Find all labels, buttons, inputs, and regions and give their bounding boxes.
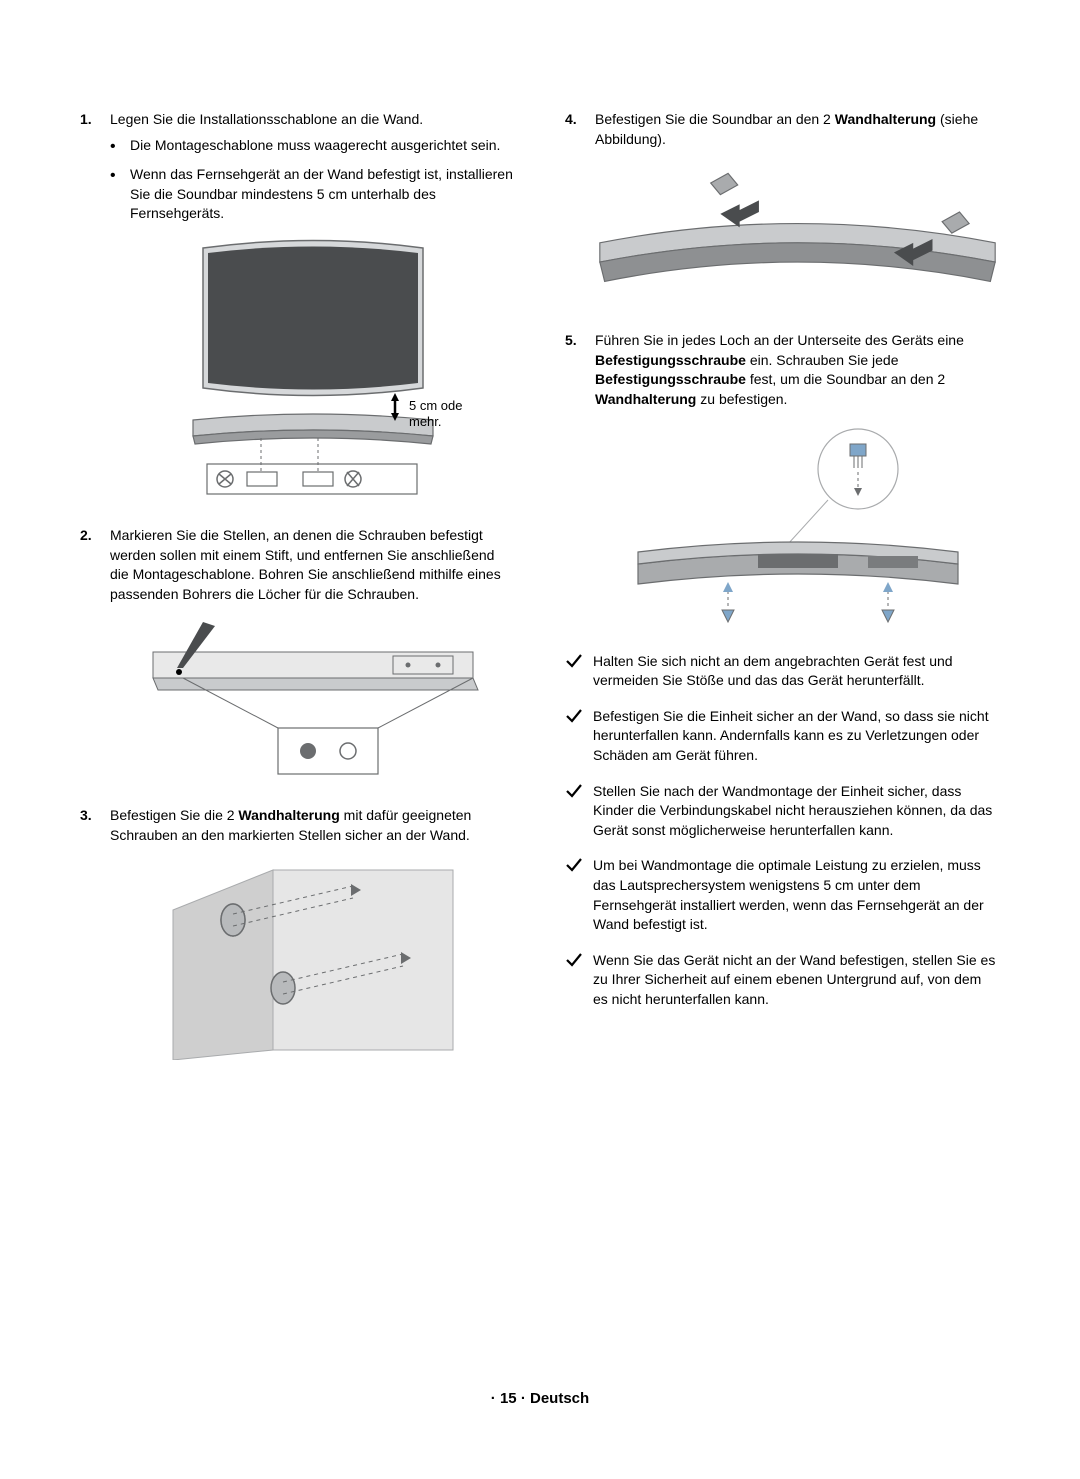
step-4: Befestigen Sie die Soundbar an den 2 Wan…	[565, 110, 1000, 313]
footer-dot-a: ·	[491, 1390, 500, 1407]
check-3-text: Stellen Sie nach der Wandmontage der Ein…	[593, 783, 992, 838]
check-3: Stellen Sie nach der Wandmontage der Ein…	[565, 782, 1000, 841]
attach-soundbar-illustration	[595, 163, 1000, 313]
left-column: Legen Sie die Installationsschablone an …	[80, 110, 515, 1078]
page-footer: · 15 · Deutsch	[0, 1388, 1080, 1409]
check-4-text: Um bei Wandmontage die optimale Leistung…	[593, 857, 984, 932]
holder-screw-illustration	[628, 424, 968, 634]
step-5-b: Befestigungsschraube	[595, 352, 746, 368]
check-5-text: Wenn Sie das Gerät nicht an der Wand bef…	[593, 952, 995, 1007]
step-1-bullet-2: Wenn das Fernsehgerät an der Wand befest…	[110, 165, 515, 224]
step-5: Führen Sie in jedes Loch an der Untersei…	[565, 331, 1000, 633]
step-5-g: zu befestigen.	[696, 391, 787, 407]
figure-drill	[110, 618, 515, 788]
step-3-bold: Wandhalterung	[238, 807, 339, 823]
check-icon	[565, 782, 583, 800]
check-icon	[565, 707, 583, 725]
footer-language: Deutsch	[530, 1390, 589, 1407]
step-5-e: fest, um die Soundbar an den 2	[746, 371, 945, 387]
check-2: Befestigen Sie die Einheit sicher an der…	[565, 707, 1000, 766]
step-1-text: Legen Sie die Installationsschablone an …	[110, 111, 423, 127]
safety-checks: Halten Sie sich nicht an dem angebrachte…	[565, 652, 1000, 1010]
step-5-f: Wandhalterung	[595, 391, 696, 407]
figure-caption-line2: mehr.	[409, 414, 442, 429]
figure-tv-soundbar: 5 cm oder mehr.	[110, 238, 515, 508]
step-2: Markieren Sie die Stellen, an denen die …	[80, 526, 515, 788]
footer-dot-b: ·	[517, 1390, 530, 1407]
figure-brackets-on-wall	[110, 860, 515, 1060]
check-icon	[565, 951, 583, 969]
step-5-c: ein. Schrauben Sie jede	[746, 352, 899, 368]
step-5-a: Führen Sie in jedes Loch an der Untersei…	[595, 332, 964, 348]
step-4-bold: Wandhalterung	[835, 111, 936, 127]
step-3: Befestigen Sie die 2 Wandhalterung mit d…	[80, 806, 515, 1059]
step-1-bullet-1: Die Montageschablone muss waagerecht aus…	[110, 136, 515, 156]
drill-illustration	[143, 618, 483, 788]
two-column-layout: Legen Sie die Installationsschablone an …	[80, 110, 1000, 1078]
check-2-text: Befestigen Sie die Einheit sicher an der…	[593, 708, 989, 763]
figure-attach-soundbar	[595, 163, 1000, 313]
steps-right: Befestigen Sie die Soundbar an den 2 Wan…	[565, 110, 1000, 634]
right-column: Befestigen Sie die Soundbar an den 2 Wan…	[565, 110, 1000, 1078]
step-1-bullets: Die Montageschablone muss waagerecht aus…	[110, 136, 515, 224]
steps-left: Legen Sie die Installationsschablone an …	[80, 110, 515, 1060]
brackets-illustration	[163, 860, 463, 1060]
check-4: Um bei Wandmontage die optimale Leistung…	[565, 856, 1000, 934]
step-4-text-a: Befestigen Sie die Soundbar an den 2	[595, 111, 835, 127]
step-3-text-a: Befestigen Sie die 2	[110, 807, 238, 823]
check-5: Wenn Sie das Gerät nicht an der Wand bef…	[565, 951, 1000, 1010]
check-1-text: Halten Sie sich nicht an dem angebrachte…	[593, 653, 953, 689]
page: Legen Sie die Installationsschablone an …	[0, 0, 1080, 1479]
tv-soundbar-illustration: 5 cm oder mehr.	[163, 238, 463, 508]
figure-caption-line1: 5 cm oder	[409, 398, 463, 413]
footer-page-number: 15	[500, 1390, 517, 1407]
figure-holder-screw	[595, 424, 1000, 634]
step-2-text: Markieren Sie die Stellen, an denen die …	[110, 527, 501, 602]
check-icon	[565, 652, 583, 670]
check-1: Halten Sie sich nicht an dem angebrachte…	[565, 652, 1000, 691]
step-1: Legen Sie die Installationsschablone an …	[80, 110, 515, 508]
step-5-d: Befestigungsschraube	[595, 371, 746, 387]
check-icon	[565, 856, 583, 874]
